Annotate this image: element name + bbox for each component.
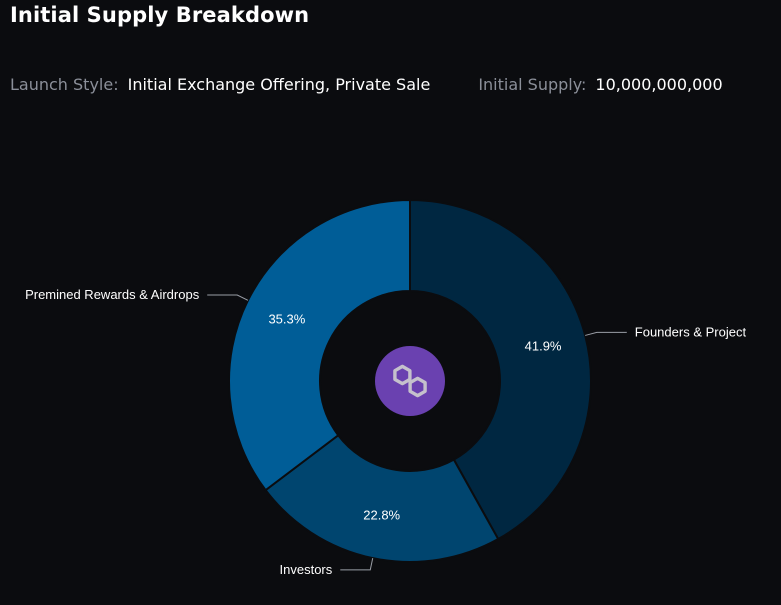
- token-meta-row: Launch Style: Initial Exchange Offering,…: [10, 75, 723, 94]
- slice-labels: Founders & Project Investors Premined Rewa…: [25, 287, 746, 577]
- leader-line-founders-and-project: [585, 331, 627, 336]
- slice-label-founders-and-project: Founders & Project: [635, 324, 747, 339]
- leader-lines: [207, 294, 627, 571]
- launch-style-label: Launch Style:: [10, 75, 119, 94]
- pct-label-founders-and-project: 41.9%: [525, 338, 562, 353]
- slice-investors[interactable]: [264, 433, 500, 563]
- slice-premined-rewards-and-airdrops[interactable]: [228, 198, 411, 492]
- initial-supply-label: Initial Supply:: [478, 75, 587, 94]
- launch-style-value: Initial Exchange Offering, Private Sale: [127, 75, 431, 94]
- slice-founders-and-project[interactable]: [409, 198, 592, 541]
- percentage-labels: 41.9% 22.8% 35.3%: [268, 312, 561, 523]
- pct-label-investors: 22.8%: [363, 508, 400, 523]
- initial-supply-value: 10,000,000,000: [595, 75, 723, 94]
- slice-label-investors: Investors: [280, 562, 333, 577]
- slice-label-premined-rewards-and-airdrops: Premined Rewards & Airdrops: [25, 287, 200, 302]
- page-title: Initial Supply Breakdown: [10, 3, 310, 27]
- polygon-logo-icon: [375, 346, 445, 416]
- leader-line-premined-rewards-and-airdrops: [207, 294, 249, 301]
- donut-slices: [228, 198, 592, 563]
- leader-line-investors: [340, 558, 374, 571]
- pct-label-premined-rewards-and-airdrops: 35.3%: [268, 312, 305, 327]
